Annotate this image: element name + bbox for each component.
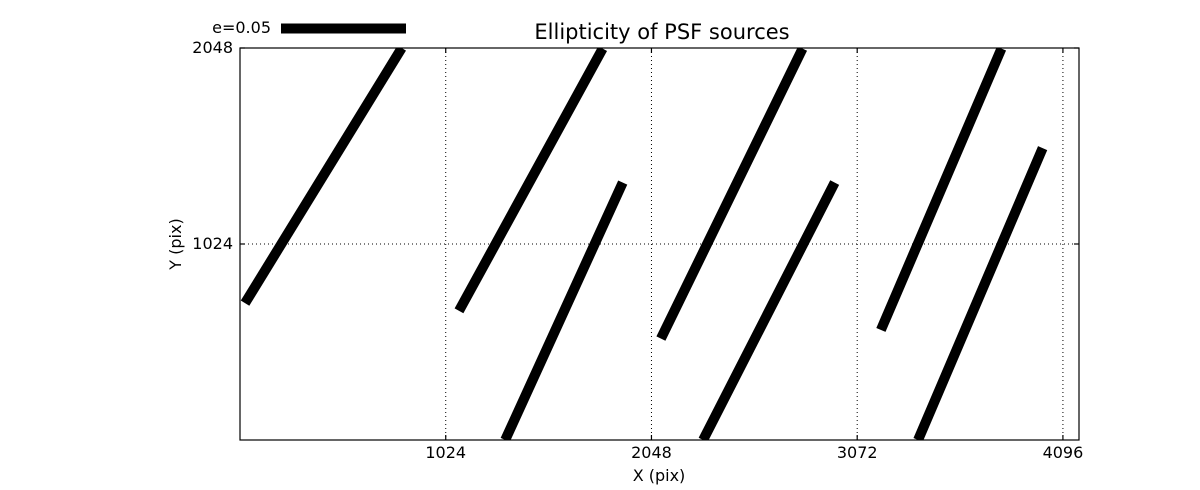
gridlines [240,47,1079,440]
ellipticity-whisker [240,48,406,306]
y-axis-label: Y (pix) [166,218,185,270]
legend-label: e=0.05 [212,18,271,37]
ellipticity-whisker [500,180,628,440]
ellipticity-whisker [454,48,608,314]
ellipticity-whisker [913,146,1048,440]
ellipticity-whisker [876,48,1007,332]
x-tick-label: 3072 [837,443,878,462]
legend: e=0.05 [212,18,406,37]
tick-labels: 1024 2048 3072 4096 1024 2048 [192,38,1083,462]
ellipticity-whisker [656,48,808,341]
x-axis-label: X (pix) [633,466,686,485]
axis-ticks [240,47,1079,440]
x-tick-label: 4096 [1043,443,1084,462]
ellipticity-whisker [698,180,840,440]
y-tick-label: 2048 [192,38,233,57]
x-tick-label: 2048 [631,443,672,462]
whisker-segments [240,48,1048,440]
chart-title: Ellipticity of PSF sources [534,20,789,44]
y-tick-label: 1024 [192,234,233,253]
legend-scale-bar [281,23,406,34]
x-tick-label: 1024 [425,443,466,462]
